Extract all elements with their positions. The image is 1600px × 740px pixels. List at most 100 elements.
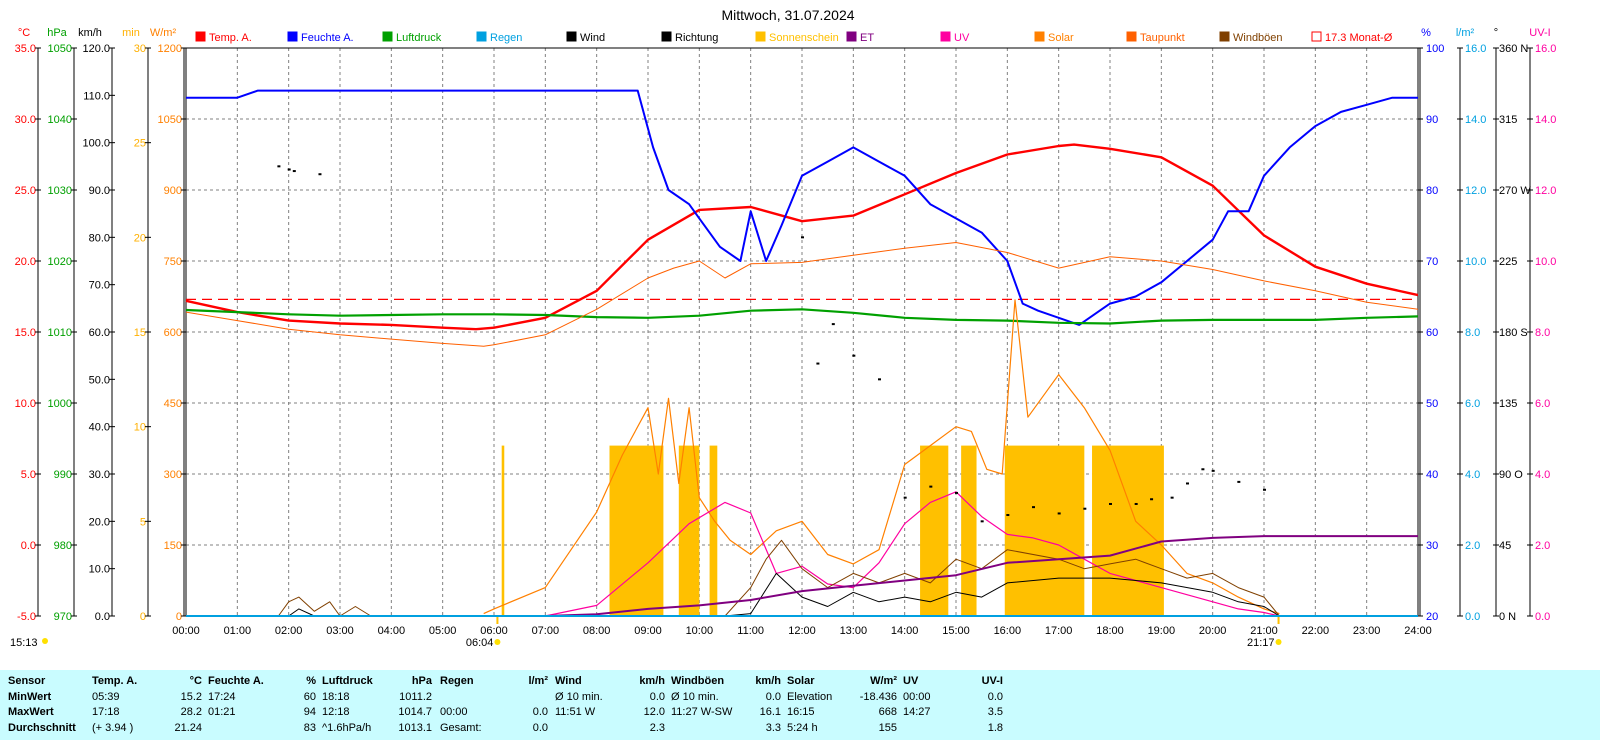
table-cell-label: 18:18 [322,690,350,703]
humidity-axis-unit: % [1421,27,1431,39]
table-cell-label: 16:15 [787,706,815,718]
x-tick-label: 17:00 [1045,625,1073,637]
table-cell-row: 83 [208,721,316,737]
table-cell-label: 11:51 W [555,706,596,718]
table-group-unit: km/h [755,675,781,687]
direction-tick-label: 135 [1499,398,1517,410]
sunshine-bar [920,445,949,616]
rain-tick-label: 14.0 [1465,114,1486,126]
x-tick-label: 22:00 [1302,625,1330,637]
solar-line [483,299,1280,615]
legend-swatch [661,31,672,42]
sunshine-bar [709,445,718,616]
uvi-tick-label: 4.0 [1535,469,1550,481]
table-cell-label: 00:00 [440,706,468,718]
x-tick-label: 09:00 [634,625,662,637]
table-cell-label: 05:39 [92,690,120,703]
rain-tick-label: 6.0 [1465,398,1480,410]
x-tick-label: 24:00 [1404,625,1432,637]
table-cell-value: 12.0 [643,706,665,718]
legend-swatch [846,31,857,42]
sunshine-bar [1004,445,1085,616]
stats-table: Sensor MinWert MaxWert Durchschnitt Temp. A.… [0,670,1600,740]
table-group: Luftdruck hPa 18:18 1011.2 12:18 1014.7 ^1.6hP… [322,674,432,738]
table-group-title: Solar [787,675,815,687]
x-tick-label: 14:00 [891,625,919,637]
table-cell-row: 14:27 3.5 [903,705,1003,721]
uvi-tick-label: 2.0 [1535,540,1550,552]
direction-tick-label: 360 N [1499,43,1528,55]
sunrise-label: 06:04 [466,637,494,649]
sunshine-bar [1092,445,1164,616]
wind-tick-label: 100.0 [82,138,110,150]
direction-point [801,236,804,239]
x-tick-label: 10:00 [686,625,714,637]
legend-label: Feuchte A. [301,32,354,44]
wind-tick-label: 30.0 [89,469,110,481]
x-tick-label: 20:00 [1199,625,1227,637]
table-cell-value: 21.24 [174,721,202,734]
legend-swatch [566,31,577,42]
table-cell-row: 12:18 1014.7 [322,705,432,721]
table-cell-value: 0.0 [765,690,781,703]
table-cell-row: 5:24 h 155 [787,721,897,737]
x-tick-label: 00:00 [172,625,200,637]
direction-tick-label: 90 O [1499,469,1523,481]
pressure-tick-label: 990 [54,469,72,481]
sunshine-axis-unit: min [122,27,140,39]
solar-tick-label: 750 [164,256,182,268]
x-tick-label: 03:00 [326,625,354,637]
uvi-tick-label: 12.0 [1535,185,1556,197]
table-group: UV UV-I 00:00 0.0 14:27 3.5 1.8 [903,674,1003,738]
pressure-tick-label: 980 [54,540,72,552]
direction-point [1263,488,1266,491]
direction-tick-label: 270 W [1499,185,1531,197]
legend-swatch [287,31,298,42]
sunshine-tick-label: 0 [140,611,146,623]
table-cell-value: 1011.2 [399,690,432,703]
table-cell-row: 17:18 28.2 [92,705,202,721]
temp-a-line [185,143,1419,331]
rain-tick-label: 12.0 [1465,185,1486,197]
table-group-title: Regen [440,675,474,687]
sun-icon [42,638,48,644]
direction-point [955,491,958,494]
table-cell-label: 01:21 [208,706,236,718]
table-cell-value: 16.1 [759,706,781,718]
direction-point [277,165,281,168]
table-cell-label: 11:27 W-SW [671,706,733,718]
table-group-title: UV [903,675,919,687]
rain-axis-unit: l/m² [1456,27,1475,39]
rain-tick-label: 2.0 [1465,540,1480,552]
pressure-axis-unit: hPa [47,27,67,39]
table-group-title: Wind [555,675,582,687]
table-group-unit: % [306,675,316,687]
pressure-tick-label: 970 [54,611,72,623]
humidity-tick-label: 60 [1426,327,1438,339]
temp-tick-label: 30.0 [15,114,36,126]
table-group-unit: °C [189,675,202,687]
table-cell-value: 3.3 [765,721,781,734]
time-left-label: 15:13 [10,637,38,649]
table-cell-row: Ø 10 min. 0.0 [555,690,665,706]
table-cell-label: Ø 10 min. [671,690,719,703]
pressure-tick-label: 1010 [48,327,72,339]
legend-label: Solar [1048,32,1074,44]
legend-swatch [755,31,766,42]
table-cell-value: 1013.1 [398,721,432,734]
feuchte-a-line [186,89,1418,326]
legend-swatch [1034,31,1045,42]
table-row-label: MinWert [8,690,52,703]
table-cell-row: 3.3 [671,721,781,737]
table-group-unit: hPa [411,675,432,687]
temp-tick-label: 35.0 [15,43,36,55]
humidity-tick-label: 70 [1426,256,1438,268]
plot-area [185,89,1419,617]
temp-tick-label: 20.0 [15,256,36,268]
table-cell-row: 1.8 [903,721,1003,737]
table-cell-label: ^1.6hPa/h [322,721,372,734]
legend-swatch [382,31,393,42]
table-cell-row: 01:21 94 [208,705,316,721]
solar-tick-label: 600 [164,327,182,339]
temp-tick-label: -5.0 [17,611,36,623]
